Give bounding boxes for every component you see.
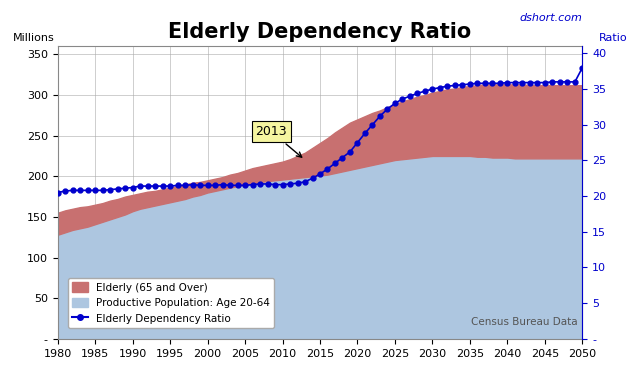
Legend: Elderly (65 and Over), Productive Population: Age 20-64, Elderly Dependency Rati: Elderly (65 and Over), Productive Popula… bbox=[68, 278, 274, 328]
Text: 2013: 2013 bbox=[255, 125, 301, 157]
Text: dshort.com: dshort.com bbox=[520, 13, 582, 23]
Text: Ratio: Ratio bbox=[598, 33, 627, 43]
Text: Millions: Millions bbox=[13, 33, 55, 43]
Text: Census Bureau Data: Census Bureau Data bbox=[470, 317, 577, 327]
Title: Elderly Dependency Ratio: Elderly Dependency Ratio bbox=[168, 22, 472, 42]
